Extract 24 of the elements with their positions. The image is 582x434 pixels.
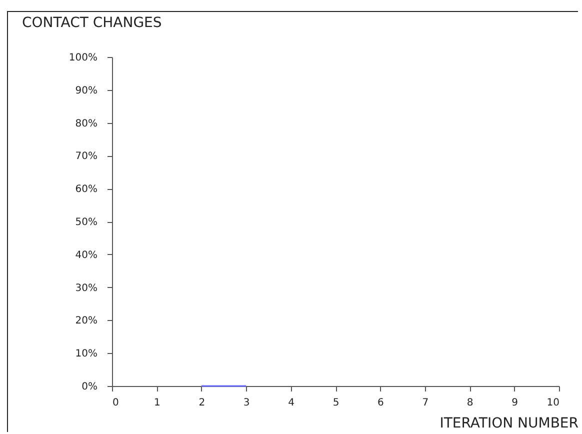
x-tick-label: 3 [243, 398, 250, 408]
y-tick-label: 90% [75, 85, 98, 96]
x-axis-title: ITERATION NUMBER [440, 416, 579, 432]
y-tick-label: 10% [75, 348, 98, 360]
x-tick-label: 5 [332, 398, 340, 408]
x-tick-label: 4 [288, 398, 294, 408]
y-tick-label: 100% [68, 52, 98, 64]
y-tick-label: 0% [82, 382, 98, 392]
x-tick-label: 2 [198, 398, 206, 408]
y-tick-label: 70% [75, 151, 98, 162]
x-tick-label: 8 [466, 398, 474, 408]
y-tick-label: 60% [75, 184, 98, 196]
y-tick-label: 50% [75, 217, 98, 228]
y-tick-label: 30% [75, 282, 98, 294]
chart-title: CONTACT CHANGES [22, 15, 162, 31]
x-tick-label: 7 [422, 398, 429, 408]
x-tick-label: 9 [512, 398, 518, 408]
x-tick-label: 6 [378, 398, 384, 408]
y-tick-label: 40% [75, 250, 98, 261]
x-tick-label: 10 [546, 398, 560, 408]
y-tick-label: 80% [75, 118, 98, 130]
x-tick-label: 1 [154, 398, 160, 408]
x-tick-label: 0 [112, 398, 119, 408]
y-tick-label: 20% [75, 316, 98, 327]
